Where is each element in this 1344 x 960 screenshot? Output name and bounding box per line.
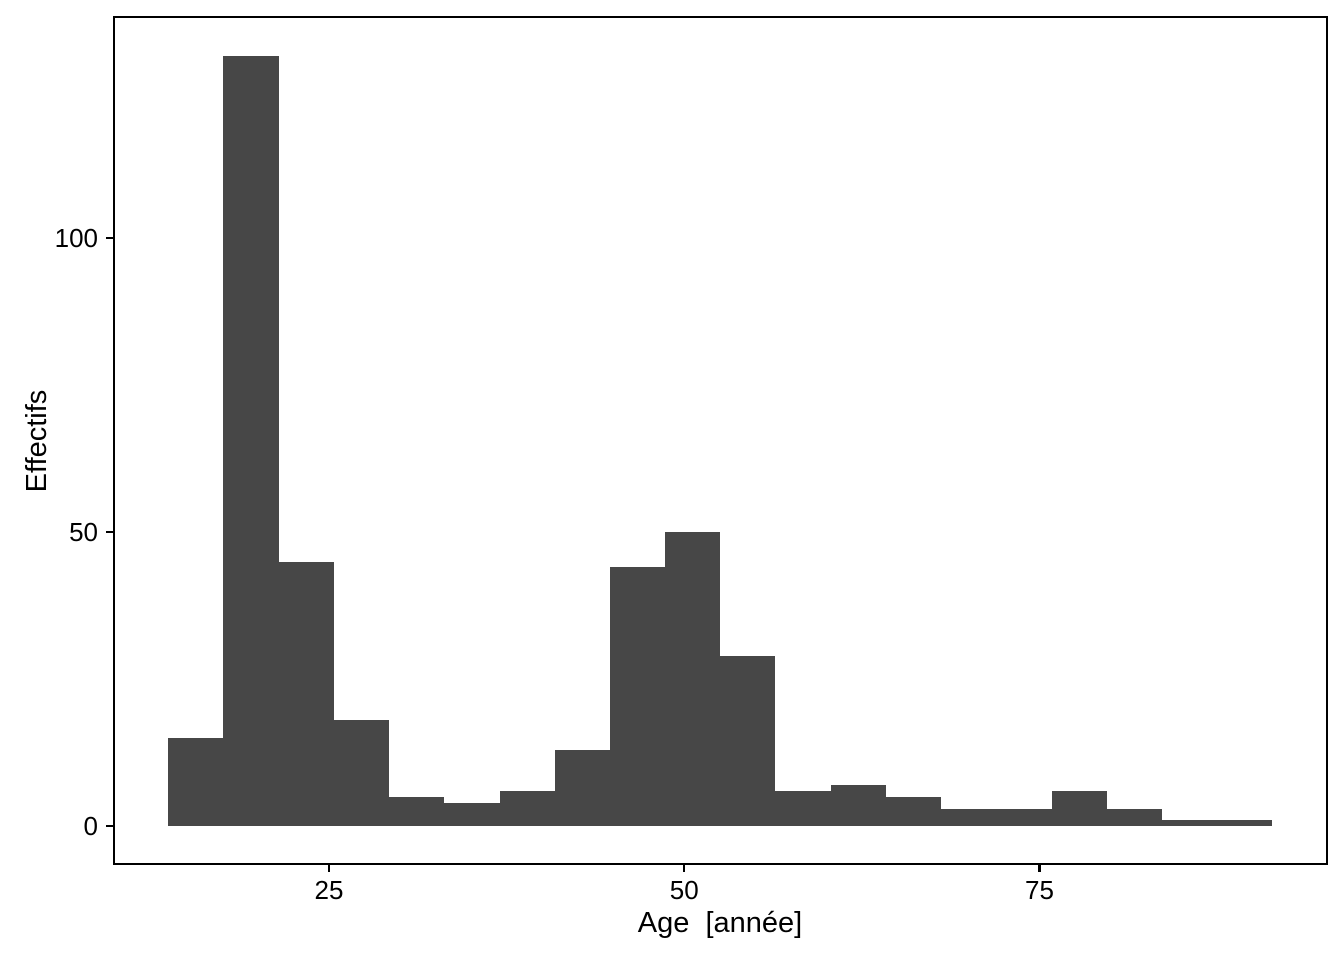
y-tick-label: 0: [83, 811, 98, 842]
x-axis-title: Age [année]: [637, 907, 803, 939]
histogram-bar: [168, 738, 224, 827]
histogram-bar: [1217, 820, 1273, 827]
histogram-bar: [333, 720, 389, 827]
y-tick-mark: [106, 237, 113, 240]
x-tick-mark: [683, 865, 686, 872]
histogram-bar: [941, 808, 997, 827]
x-tick-label: 50: [669, 875, 699, 905]
x-tick-label: 25: [314, 875, 344, 905]
histogram-bar: [554, 749, 610, 827]
histogram-bar: [1162, 820, 1218, 827]
histogram-bar: [1106, 808, 1162, 827]
histogram-bar: [830, 785, 886, 827]
histogram-bar: [885, 796, 942, 827]
y-tick-mark: [106, 824, 113, 828]
histogram-bar: [609, 567, 666, 827]
x-tick-label: 75: [1025, 875, 1054, 905]
x-tick-mark: [1038, 865, 1041, 872]
histogram-bar: [499, 790, 555, 827]
y-tick-mark: [106, 531, 113, 534]
x-tick-mark: [327, 865, 331, 872]
histogram-bar: [720, 655, 776, 827]
histogram-bar: [775, 790, 831, 827]
plot-panel: [113, 16, 1328, 865]
y-tick-label: 100: [54, 223, 98, 254]
histogram-bar: [278, 561, 334, 827]
y-tick-label: 50: [69, 517, 98, 548]
histogram-bar: [665, 532, 721, 827]
histogram-bar: [996, 808, 1052, 827]
histogram-bar: [388, 796, 445, 827]
histogram-bar: [444, 802, 500, 827]
histogram-bar: [1051, 790, 1107, 827]
y-axis-title: Effectifs: [21, 389, 53, 493]
histogram-bar: [223, 55, 279, 827]
